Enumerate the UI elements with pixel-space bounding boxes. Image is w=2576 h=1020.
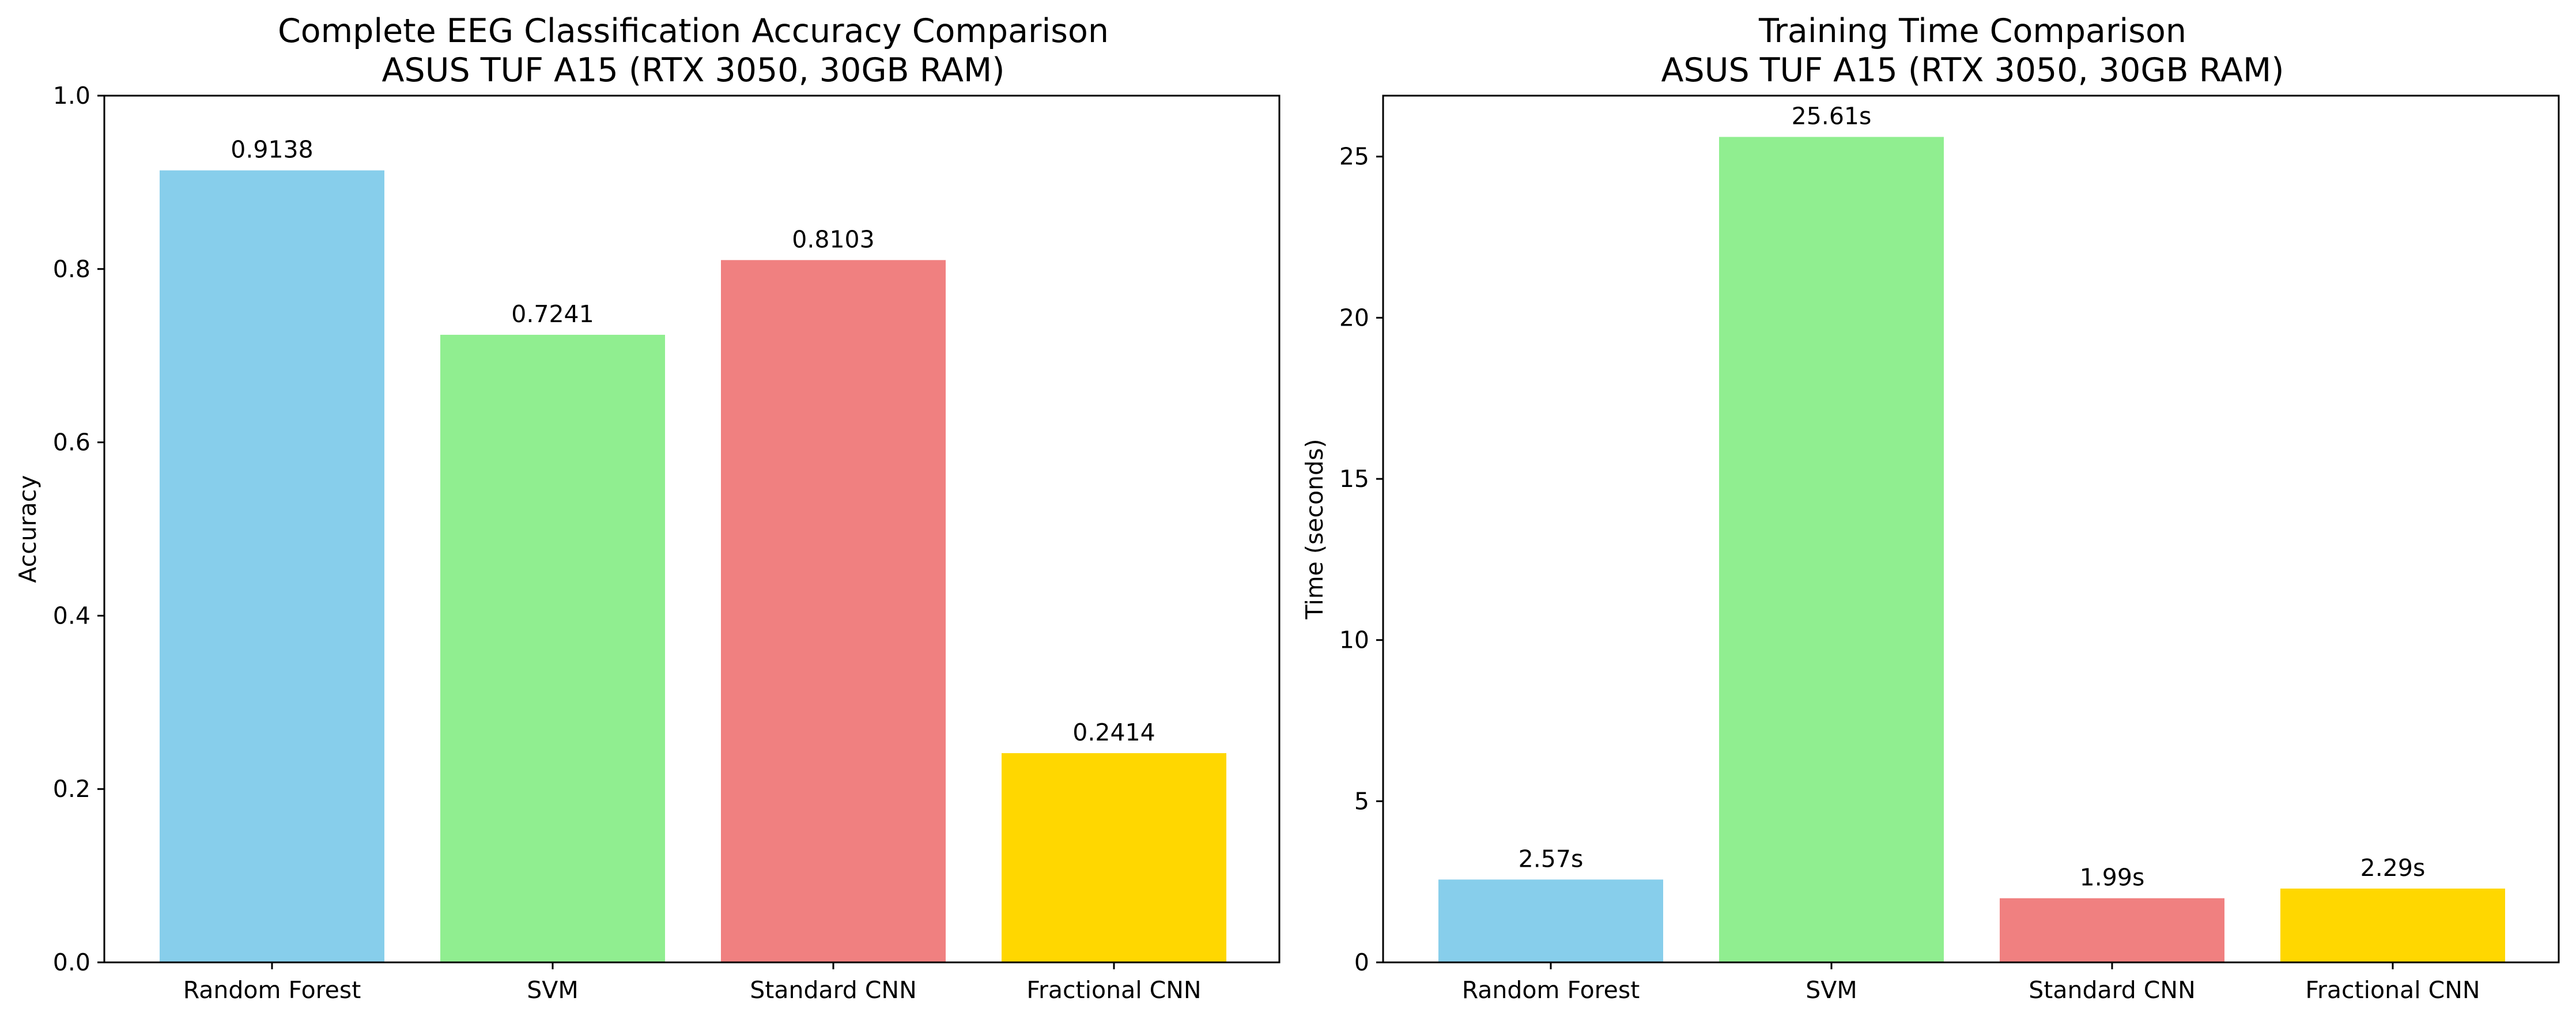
accuracy-x-tick-label: Random Forest — [183, 976, 361, 1004]
time-x-tick-label: Random Forest — [1462, 976, 1640, 1004]
time-bar — [1438, 879, 1663, 962]
time-data-label: 2.57s — [1519, 845, 1584, 872]
time-x-tick-label: Fractional CNN — [2305, 976, 2480, 1004]
time-y-tick-label: 25 — [1339, 143, 1369, 171]
time-bar — [2000, 898, 2224, 962]
accuracy-y-tick-label: 0.0 — [53, 949, 90, 976]
accuracy-bar — [440, 334, 665, 962]
time-axes-frame — [1382, 95, 2560, 964]
accuracy-data-label: 0.8103 — [792, 225, 874, 253]
accuracy-bar — [1002, 753, 1226, 962]
accuracy-chart-subtitle: ASUS TUF A15 (RTX 3050, 30GB RAM) — [382, 51, 1005, 89]
time-y-tick-label: 10 — [1339, 626, 1369, 654]
accuracy-y-tick-label: 0.2 — [53, 775, 90, 803]
time-chart: 2.57s Random Forest 25.61s SVM 1.99s Standard… — [1301, 12, 2560, 1004]
time-y-axis-label: Time (seconds) — [1301, 439, 1328, 620]
time-bar — [1719, 137, 1944, 962]
accuracy-axes-frame — [103, 95, 1281, 964]
time-y-tick-label: 20 — [1339, 304, 1369, 331]
time-y-tick-label: 15 — [1339, 465, 1369, 493]
accuracy-data-label: 0.9138 — [231, 136, 313, 164]
time-x-tick-label: Standard CNN — [2029, 976, 2196, 1004]
time-x-tick-label: SVM — [1806, 976, 1857, 1004]
time-chart-subtitle: ASUS TUF A15 (RTX 3050, 30GB RAM) — [1661, 51, 2284, 89]
accuracy-data-label: 0.7241 — [511, 300, 594, 328]
accuracy-bar — [160, 170, 384, 963]
accuracy-x-tick-label: Fractional CNN — [1026, 976, 1201, 1004]
accuracy-y-axis-label: Accuracy — [14, 475, 41, 583]
accuracy-y-tick-label: 0.6 — [53, 429, 90, 456]
accuracy-chart-title: Complete EEG Classification Accuracy Com… — [278, 12, 1109, 50]
accuracy-x-tick-label: SVM — [527, 976, 578, 1004]
accuracy-y-tick-label: 1.0 — [53, 82, 90, 109]
time-chart-title: Training Time Comparison — [1758, 12, 2186, 50]
time-data-label: 1.99s — [2080, 864, 2145, 891]
accuracy-chart: 0.9138 Random Forest 0.7241 SVM 0.8103 Standa… — [14, 12, 1281, 1004]
accuracy-y-tick-label: 0.4 — [53, 602, 90, 629]
accuracy-bar — [721, 260, 946, 962]
time-y-tick-label: 0 — [1354, 949, 1369, 976]
accuracy-x-tick-label: Standard CNN — [750, 976, 917, 1004]
accuracy-y-tick-label: 0.8 — [53, 255, 90, 283]
time-bar — [2280, 888, 2505, 962]
accuracy-data-label: 0.2414 — [1072, 719, 1155, 746]
time-y-tick-label: 5 — [1354, 787, 1369, 815]
time-data-label: 25.61s — [1792, 103, 1872, 130]
time-data-label: 2.29s — [2360, 854, 2426, 882]
